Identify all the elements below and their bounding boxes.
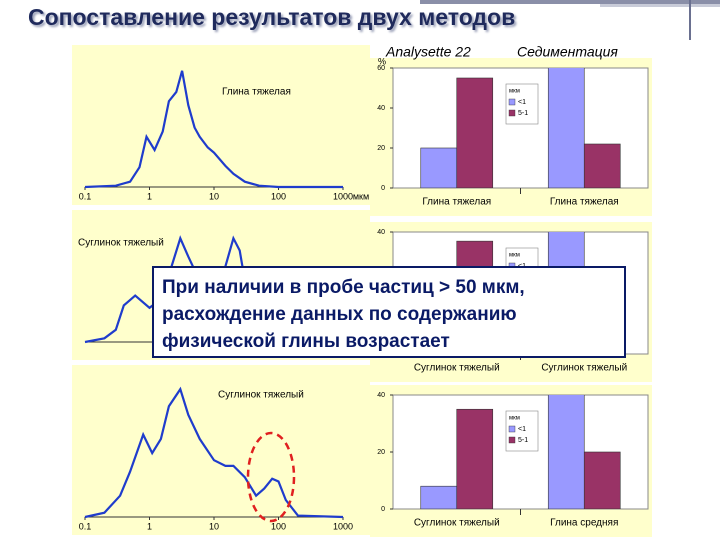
legend-swatch [508,425,516,433]
legend-label: <1 [518,426,526,433]
legend-title: мкм [509,89,520,95]
x-tick-label: 1 [147,521,152,531]
y-tick-label: 40 [377,105,385,112]
y-tick-label: 60 [377,65,385,72]
note-box: При наличии в пробе частиц > 50 мкм, рас… [152,266,626,358]
legend-label: 5-1 [518,437,528,444]
category-label: Глина тяжелая [550,197,619,208]
y-tick-label: 20 [377,145,385,152]
y-tick-label: 0 [381,506,385,513]
legend-swatch [508,109,516,117]
x-tick-label: 0.1 [79,521,92,531]
bar [420,485,458,509]
y-tick-label: 40 [377,392,385,399]
curve-label: Глина тяжелая [222,87,291,98]
legend-title: мкм [509,253,520,259]
y-tick-label: 0 [381,185,385,192]
x-tick-label: 100 [271,191,286,201]
legend-swatch [508,436,516,444]
legend-label: 5-1 [518,110,528,117]
note-line: При наличии в пробе частиц > 50 мкм, [162,277,525,298]
panel [72,365,370,535]
y-tick-label: 40 [377,229,385,236]
x-tick-label: 1 [147,191,152,201]
bar [456,77,494,188]
bar [583,451,621,509]
bar [420,147,458,188]
legend [505,83,539,125]
x-tick-label: 10 [209,521,219,531]
category-label: Суглинок тяжелый [541,363,627,374]
category-label: Суглинок тяжелый [414,363,500,374]
x-tick-label: 10 [209,191,219,201]
category-label: Суглинок тяжелый [414,518,500,529]
category-label: Глина тяжелая [422,197,491,208]
panel [72,45,370,205]
highlight-ellipse [246,431,296,523]
note-line: расхождение данных по содержанию [162,304,517,325]
top-bar [420,0,720,4]
x-tick-label: 1000 [333,191,353,201]
curve-label: Суглинок тяжелый [218,390,304,401]
curve [84,386,344,519]
slide-title: Сопоставление результатов двух методов [28,4,516,30]
curve [84,70,343,189]
curve-label: Суглинок тяжелый [78,238,164,249]
method-label: Седиментация [517,44,618,60]
top-bar [600,4,720,7]
x-axis-label: мкм [353,191,369,201]
x-tick-label: 1000 [333,521,353,531]
bar [583,143,621,188]
note-line: физической глины возрастает [162,331,450,352]
bar [456,408,494,509]
method-label: Analysette 22 [385,44,471,60]
bar [547,395,585,509]
y-axis-label: % [378,56,386,66]
y-tick-label: 20 [377,449,385,456]
x-tick-label: 100 [271,521,286,531]
x-tick-label: 0.1 [79,191,92,201]
legend-swatch [508,98,516,106]
bar [547,68,585,188]
category-label: Глина средняя [550,518,618,529]
legend-label: <1 [518,99,526,106]
legend-title: мкм [509,416,520,422]
